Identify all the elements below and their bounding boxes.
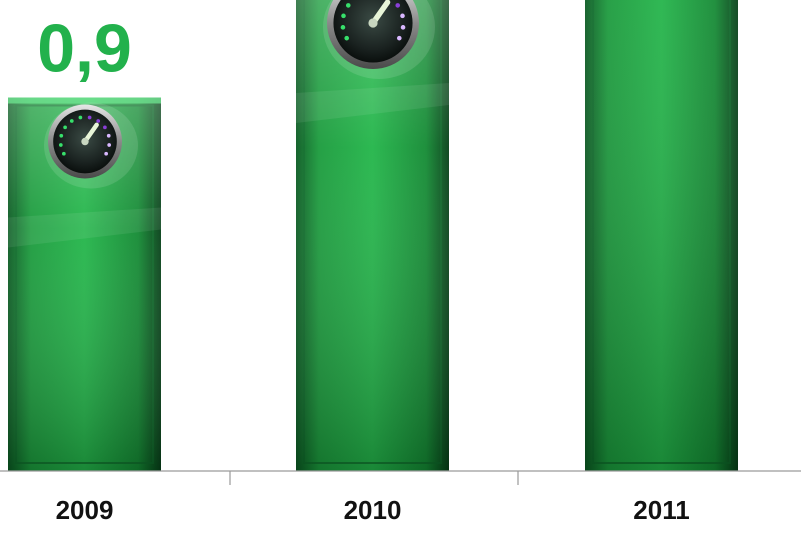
bar-2010 [296,0,449,471]
x-axis-category-label: 2010 [344,495,402,525]
x-axis-category-label: 2011 [633,495,689,525]
bar-shade [585,0,738,471]
bar-2011 [585,0,738,471]
bar-2009 [8,97,161,471]
bar-gloss [8,207,161,248]
speedometer-gauge-icon [323,0,435,79]
bar-shade [296,0,449,471]
bar-gloss [296,83,449,123]
x-axis-category-label: 2009 [56,495,114,525]
bar-value-label: 0,9 [37,11,132,87]
speedometer-gauge-icon [44,102,138,189]
